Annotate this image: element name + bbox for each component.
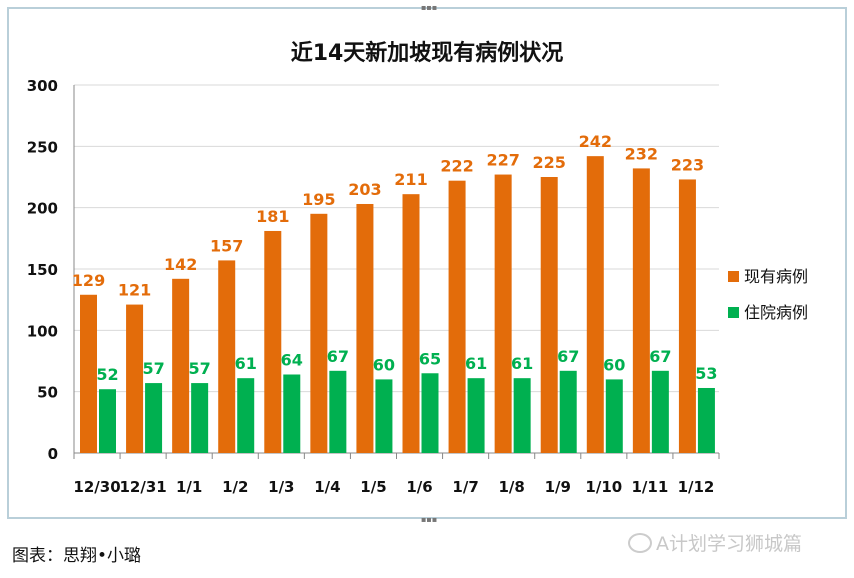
data-label: 61 (511, 354, 533, 373)
data-label: 61 (235, 354, 257, 373)
data-label: 57 (189, 359, 211, 378)
x-tick-label: 1/12 (678, 478, 715, 496)
bar-hospitalized (421, 373, 439, 453)
x-tick-label: 1/6 (406, 478, 432, 496)
y-tick-label: 250 (27, 138, 58, 156)
data-label: 121 (118, 281, 151, 300)
bar-hospitalized (191, 383, 209, 453)
data-label: 181 (256, 207, 289, 226)
data-label: 57 (142, 359, 164, 378)
data-label: 67 (649, 347, 671, 366)
bar-active (402, 194, 420, 453)
data-label: 225 (533, 153, 566, 172)
data-label: 222 (440, 157, 473, 176)
data-label: 129 (72, 271, 105, 290)
legend-swatch (728, 271, 739, 282)
data-label: 203 (348, 180, 381, 199)
data-label: 65 (419, 349, 441, 368)
data-label: 64 (281, 350, 303, 369)
x-tick-label: 12/30 (73, 478, 120, 496)
x-tick-label: 1/10 (585, 478, 622, 496)
data-label: 142 (164, 255, 197, 274)
wechat-icon (628, 532, 652, 553)
resize-handle-bottom[interactable]: ▪▪▪ (421, 515, 438, 524)
bar-active (172, 278, 190, 453)
x-tick-label: 1/7 (452, 478, 478, 496)
data-label: 52 (96, 365, 118, 384)
chart-caption: 图表：思翔•小璐 (12, 546, 142, 566)
bar-active (494, 174, 512, 453)
bar-hospitalized (559, 370, 577, 453)
legend-swatch (728, 307, 739, 318)
x-tick-label: 1/2 (222, 478, 248, 496)
x-tick-label: 1/8 (498, 478, 524, 496)
bar-active (632, 168, 650, 453)
legend-label: 现有病例 (744, 267, 808, 286)
bar-active (310, 213, 328, 453)
bar-hospitalized (375, 379, 393, 453)
y-tick-label: 100 (27, 322, 58, 340)
bar-active (678, 179, 696, 453)
x-tick-label: 1/4 (314, 478, 340, 496)
data-label: 67 (557, 347, 579, 366)
bar-hospitalized (651, 370, 669, 453)
watermark: A计划学习狮城篇 (628, 529, 802, 556)
x-tick-label: 1/5 (360, 478, 386, 496)
bar-active (356, 203, 374, 453)
data-label: 195 (302, 190, 335, 209)
data-label: 60 (373, 355, 395, 374)
bar-active (264, 230, 282, 453)
x-tick-label: 1/9 (545, 478, 571, 496)
data-label: 67 (327, 347, 349, 366)
watermark-text: A计划学习狮城篇 (656, 533, 802, 555)
bar-active (218, 260, 236, 453)
data-label: 227 (486, 151, 519, 170)
data-label: 211 (394, 170, 427, 189)
bar-active (448, 180, 466, 453)
x-tick-label: 1/3 (268, 478, 294, 496)
data-label: 232 (625, 144, 658, 163)
x-tick-label: 12/31 (119, 478, 166, 496)
legend-label: 住院病例 (744, 303, 808, 322)
y-tick-label: 200 (27, 200, 58, 218)
bar-hospitalized (697, 387, 715, 453)
bar-active (586, 156, 604, 453)
bar-hospitalized (605, 379, 623, 453)
bar-active (126, 304, 144, 453)
bar-hospitalized (99, 389, 116, 453)
bar-hospitalized (283, 374, 301, 453)
bar-hospitalized (329, 370, 347, 453)
bar-hospitalized (513, 378, 531, 453)
y-tick-label: 50 (37, 384, 58, 402)
y-tick-label: 0 (48, 445, 58, 463)
data-label: 242 (579, 132, 612, 151)
data-label: 53 (695, 364, 717, 383)
y-tick-label: 300 (27, 77, 58, 95)
x-tick-label: 1/1 (176, 478, 202, 496)
data-label: 223 (671, 155, 704, 174)
data-label: 61 (465, 354, 487, 373)
bar-active (540, 177, 558, 453)
data-label: 157 (210, 236, 243, 255)
y-tick-label: 150 (27, 261, 58, 279)
bar-hospitalized (237, 378, 255, 453)
chart-title: 近14天新加坡现有病例状况 (291, 40, 564, 66)
bar-active (80, 294, 97, 453)
bar-hospitalized (145, 383, 163, 453)
resize-handle-top[interactable]: ▪▪▪ (421, 3, 438, 12)
bar-hospitalized (467, 378, 485, 453)
data-label: 60 (603, 355, 625, 374)
x-tick-label: 1/11 (631, 478, 668, 496)
